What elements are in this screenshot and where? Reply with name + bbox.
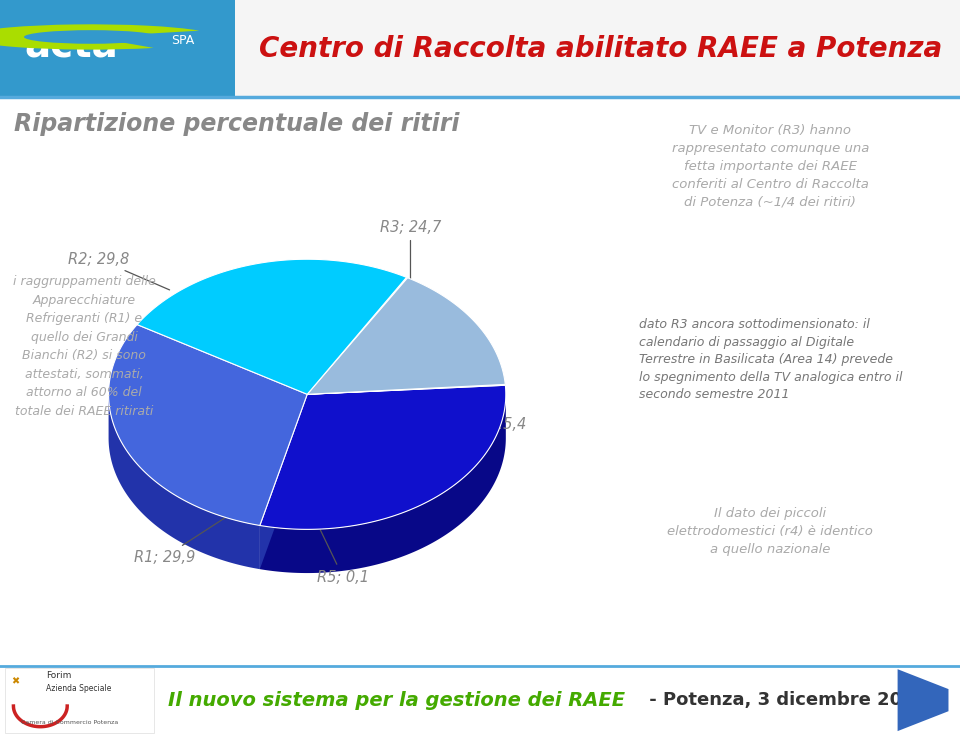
Wedge shape xyxy=(0,24,200,49)
Text: dato R3 ancora sottodimensionato: il
calendario di passaggio al Digitale
Terrest: dato R3 ancora sottodimensionato: il cal… xyxy=(638,318,902,402)
Circle shape xyxy=(24,30,158,43)
Text: TV e Monitor (R3) hanno
rappresentato comunque una
fetta importante dei RAEE
con: TV e Monitor (R3) hanno rappresentato co… xyxy=(672,124,869,209)
Text: Ripartizione percentuale dei ritiri: Ripartizione percentuale dei ritiri xyxy=(14,112,460,136)
Text: Il dato dei piccoli
elettrodomestici (r4) è identico
a quello nazionale: Il dato dei piccoli elettrodomestici (r4… xyxy=(667,508,874,556)
Polygon shape xyxy=(307,278,505,394)
Text: R5; 0,1: R5; 0,1 xyxy=(317,530,369,584)
Bar xyxy=(5,668,154,733)
Polygon shape xyxy=(307,385,505,394)
Text: ✖: ✖ xyxy=(12,676,19,686)
Polygon shape xyxy=(260,385,506,529)
Polygon shape xyxy=(260,394,307,569)
Polygon shape xyxy=(260,394,307,569)
Text: - Potenza, 3 dicembre 2010: - Potenza, 3 dicembre 2010 xyxy=(643,691,927,709)
Text: i raggruppamenti delle
Apparecchiature
Refrigeranti (R1) e
quello dei Grandi
Bia: i raggruppamenti delle Apparecchiature R… xyxy=(12,275,156,418)
Polygon shape xyxy=(260,394,506,573)
Text: R3; 24,7: R3; 24,7 xyxy=(380,220,441,284)
Bar xyxy=(235,0,960,97)
Polygon shape xyxy=(108,324,307,525)
Polygon shape xyxy=(108,394,260,569)
Polygon shape xyxy=(898,669,948,731)
Text: acta: acta xyxy=(24,28,118,66)
Text: R4; 15,4: R4; 15,4 xyxy=(448,416,526,453)
Text: Forim: Forim xyxy=(46,671,71,680)
Text: SPA: SPA xyxy=(171,35,194,47)
Bar xyxy=(0,0,235,97)
Text: Azienda Speciale: Azienda Speciale xyxy=(46,685,111,694)
Text: Il nuovo sistema per la gestione dei RAEE: Il nuovo sistema per la gestione dei RAE… xyxy=(168,691,625,710)
Text: Centro di Raccolta abilitato RAEE a Potenza: Centro di Raccolta abilitato RAEE a Pote… xyxy=(259,35,943,63)
Text: Camera di Commercio Potenza: Camera di Commercio Potenza xyxy=(21,720,118,724)
Text: R1; 29,9: R1; 29,9 xyxy=(133,515,229,565)
Text: R2; 29,8: R2; 29,8 xyxy=(68,252,170,290)
Polygon shape xyxy=(137,259,406,394)
